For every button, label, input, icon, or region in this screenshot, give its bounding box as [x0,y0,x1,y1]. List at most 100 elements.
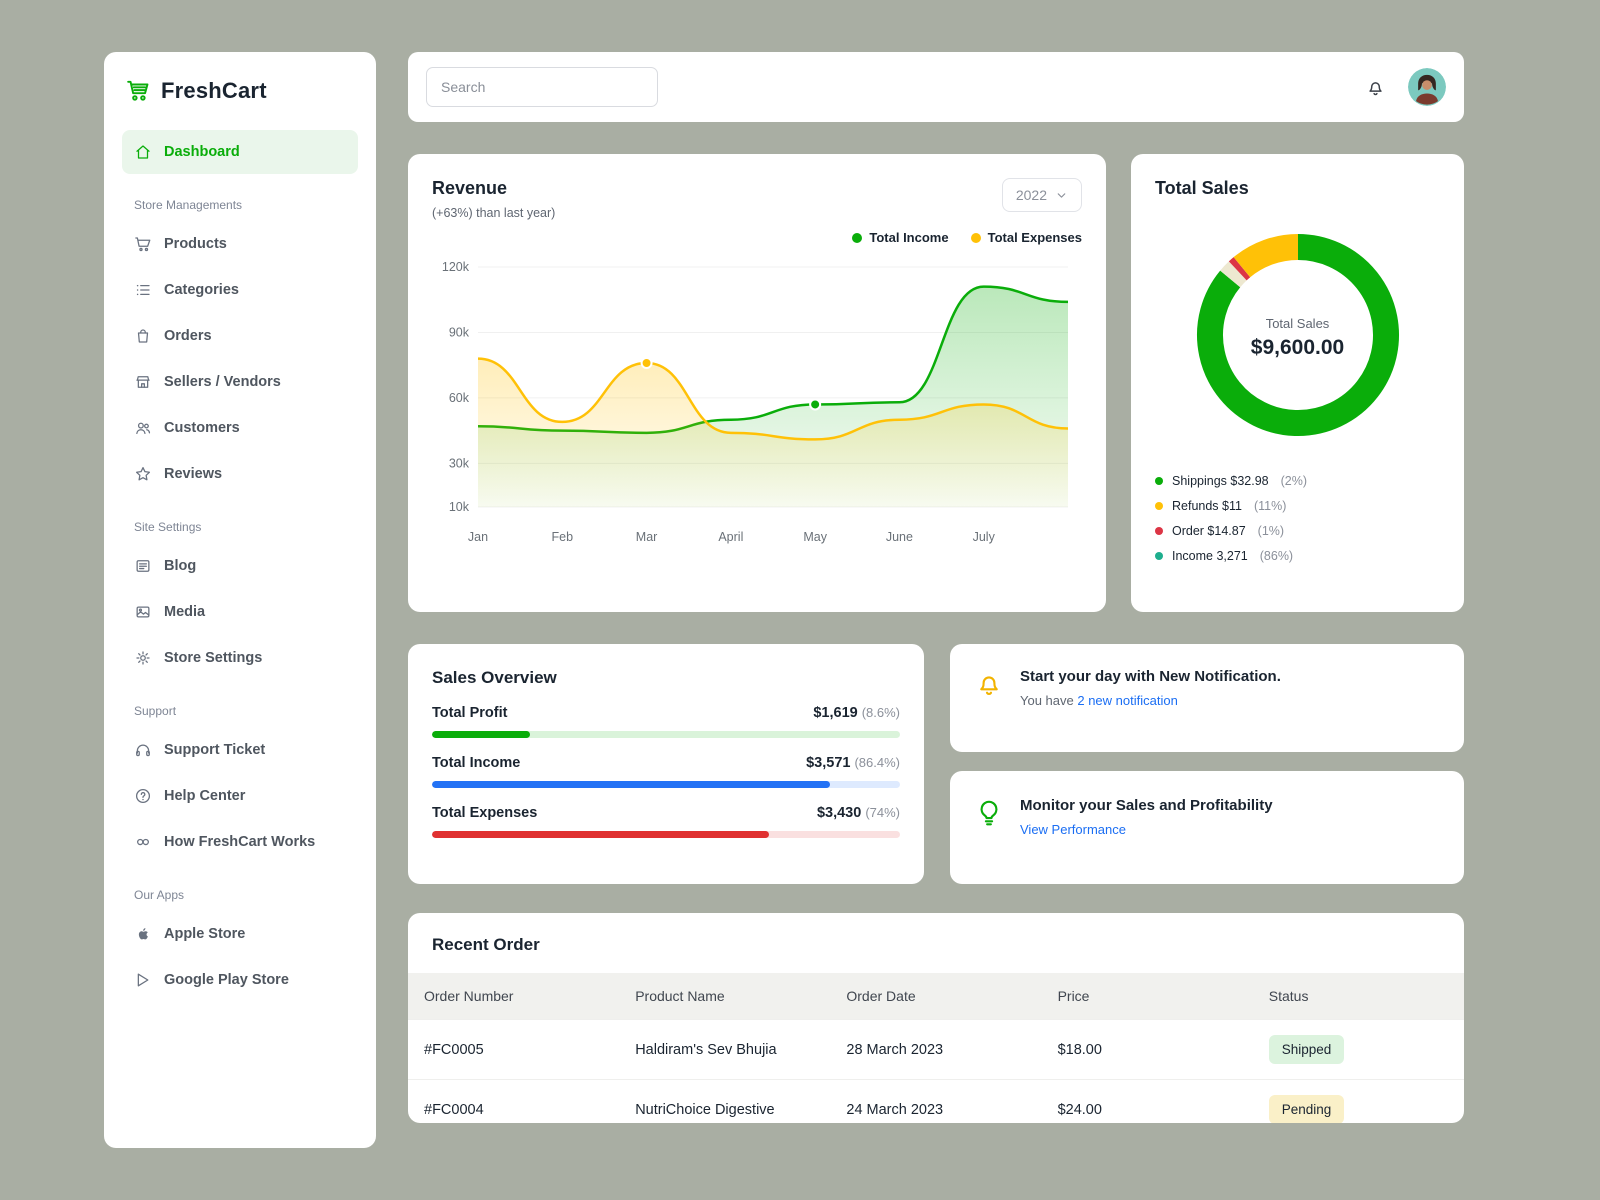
sidebar-item-label: Dashboard [164,144,240,160]
sidebar-item-apple-store[interactable]: Apple Store [122,912,358,956]
overview-bar-fill [432,781,830,788]
list-icon [136,284,150,296]
overview-row-value: $3,571 (86.4%) [806,755,900,771]
sidebar-item-reviews[interactable]: Reviews [122,452,358,496]
svg-text:120k: 120k [442,260,470,274]
column-header-order-number: Order Number [408,973,620,1020]
store-icon [136,376,150,388]
bulb-icon [980,800,998,826]
sidebar-item-label: Support Ticket [164,742,266,758]
total-sales-card: Total Sales Total Sales $9,600.00 Shippi… [1131,154,1464,612]
star-icon [135,466,151,481]
notifications-bell-icon[interactable] [1365,77,1386,98]
sidebar-item-store-settings[interactable]: Store Settings [122,636,358,680]
home-icon [136,145,150,159]
cell-order-date: 24 March 2023 [830,1079,1042,1123]
overview-bar-fill [432,731,531,738]
sidebar-item-help-center[interactable]: Help Center [122,774,358,818]
notification-subtitle: You have 2 new notification [1020,693,1178,708]
apple-icon [138,928,148,940]
year-dropdown[interactable]: 2022 [1001,178,1082,212]
sidebar-item-label: Blog [164,558,197,574]
legend-dot [1155,502,1163,510]
sidebar-item-label: Google Play Store [164,972,289,988]
sidebar-item-media[interactable]: Media [122,590,358,634]
legend-item-income: Income 3,271 (86%) [1155,549,1440,563]
sidebar-item-products[interactable]: Products [122,222,358,266]
recent-orders-card: Recent Order Order Number Product Name O… [408,913,1464,1123]
sidebar-item-label: Categories [164,282,239,298]
sidebar-item-customers[interactable]: Customers [122,406,358,450]
sales-overview-card: Sales Overview Total Profit $1,619 (8.6%)… [408,644,924,884]
sidebar-item-label: Orders [164,328,212,344]
sidebar-item-label: Media [164,604,206,620]
svg-text:April: April [718,530,743,544]
sidebar-item-orders[interactable]: Orders [122,314,358,358]
sidebar-item-label: Sellers / Vendors [164,374,281,390]
chevron-down-icon [1057,192,1066,198]
status-badge: Pending [1268,1095,1345,1123]
table-row: #FC0004 NutriChoice Digestive 24 March 2… [408,1079,1464,1123]
sidebar-item-label: Reviews [164,466,223,482]
overview-row: Total Profit $1,619 (8.6%) [432,705,900,738]
notification-title: Start your day with New Notification. [1020,668,1281,685]
view-performance-link[interactable]: View Performance [1020,822,1126,837]
monitor-title: Monitor your Sales and Profitability [1020,797,1273,814]
donut-center-value: $9,600.00 [1250,335,1345,359]
cell-product-name: NutriChoice Digestive [619,1079,831,1123]
cell-order-number: #FC0005 [408,1019,620,1080]
revenue-subtitle: (+63%) than last year) [432,206,556,220]
sidebar: FreshCart Dashboard Store Managements Pr… [104,52,376,1148]
cell-price: $24.00 [1041,1079,1253,1123]
sidebar-item-blog[interactable]: Blog [122,544,358,588]
svg-text:Mar: Mar [636,530,658,544]
legend-dot [970,232,981,243]
overview-row: Total Income $3,571 (86.4%) [432,755,900,788]
brand-name: FreshCart [161,78,267,103]
overview-row-label: Total Income [432,755,521,771]
sidebar-item-label: Store Settings [164,650,263,666]
image-icon [136,606,150,618]
sidebar-item-categories[interactable]: Categories [122,268,358,312]
overview-row-value: $3,430 (74%) [816,805,900,821]
rings-icon [137,838,149,846]
notification-card: Start your day with New Notification. Yo… [950,644,1464,752]
svg-text:June: June [886,530,913,544]
svg-text:60k: 60k [449,391,470,405]
sidebar-item-google-play-store[interactable]: Google Play Store [122,958,358,1002]
column-header-order-date: Order Date [830,973,1042,1020]
status-badge: Shipped [1268,1035,1345,1064]
sidebar-item-label: Customers [164,420,240,436]
search-input[interactable] [426,67,658,107]
legend-item-shippings: Shippings $32.98 (2%) [1155,474,1440,488]
gear-icon [136,651,150,665]
sidebar-item-support-ticket[interactable]: Support Ticket [122,728,358,772]
user-avatar[interactable] [1408,68,1446,106]
monitor-card: Monitor your Sales and Profitability Vie… [950,771,1464,884]
legend-item-total-income: Total Income [852,230,949,245]
freshcart-logo-icon [127,80,149,101]
revenue-card: Revenue (+63%) than last year) 2022 Tota… [408,154,1106,612]
column-header-price: Price [1041,973,1253,1020]
sidebar-section-site-settings: Site Settings [134,520,202,534]
recent-orders-title: Recent Order [432,935,540,954]
revenue-legend: Total Income Total Expenses [432,230,1082,245]
svg-text:Jan: Jan [468,530,488,544]
table-header-row: Order Number Product Name Order Date Pri… [408,973,1464,1020]
sidebar-item-sellers-vendors[interactable]: Sellers / Vendors [122,360,358,404]
donut-center: Total Sales $9,600.00 [1188,225,1408,450]
help-icon [135,788,151,804]
new-notification-link[interactable]: 2 new notification [1077,693,1178,708]
topbar [408,52,1464,122]
overview-bar-fill [432,831,769,838]
svg-text:10k: 10k [449,500,470,514]
legend-dot [1155,477,1163,485]
svg-text:90k: 90k [449,325,470,339]
legend-dot [1155,527,1163,535]
cell-order-number: #FC0004 [408,1079,620,1123]
sidebar-item-dashboard[interactable]: Dashboard [122,130,358,174]
revenue-line-chart: 120k 90k 60k 30k 10k Jan Feb Mar April May June Jul… [432,251,1082,568]
users-icon [136,422,151,435]
overview-row: Total Expenses $3,430 (74%) [432,805,900,838]
sidebar-item-how-freshcart-works[interactable]: How FreshCart Works [122,820,358,864]
